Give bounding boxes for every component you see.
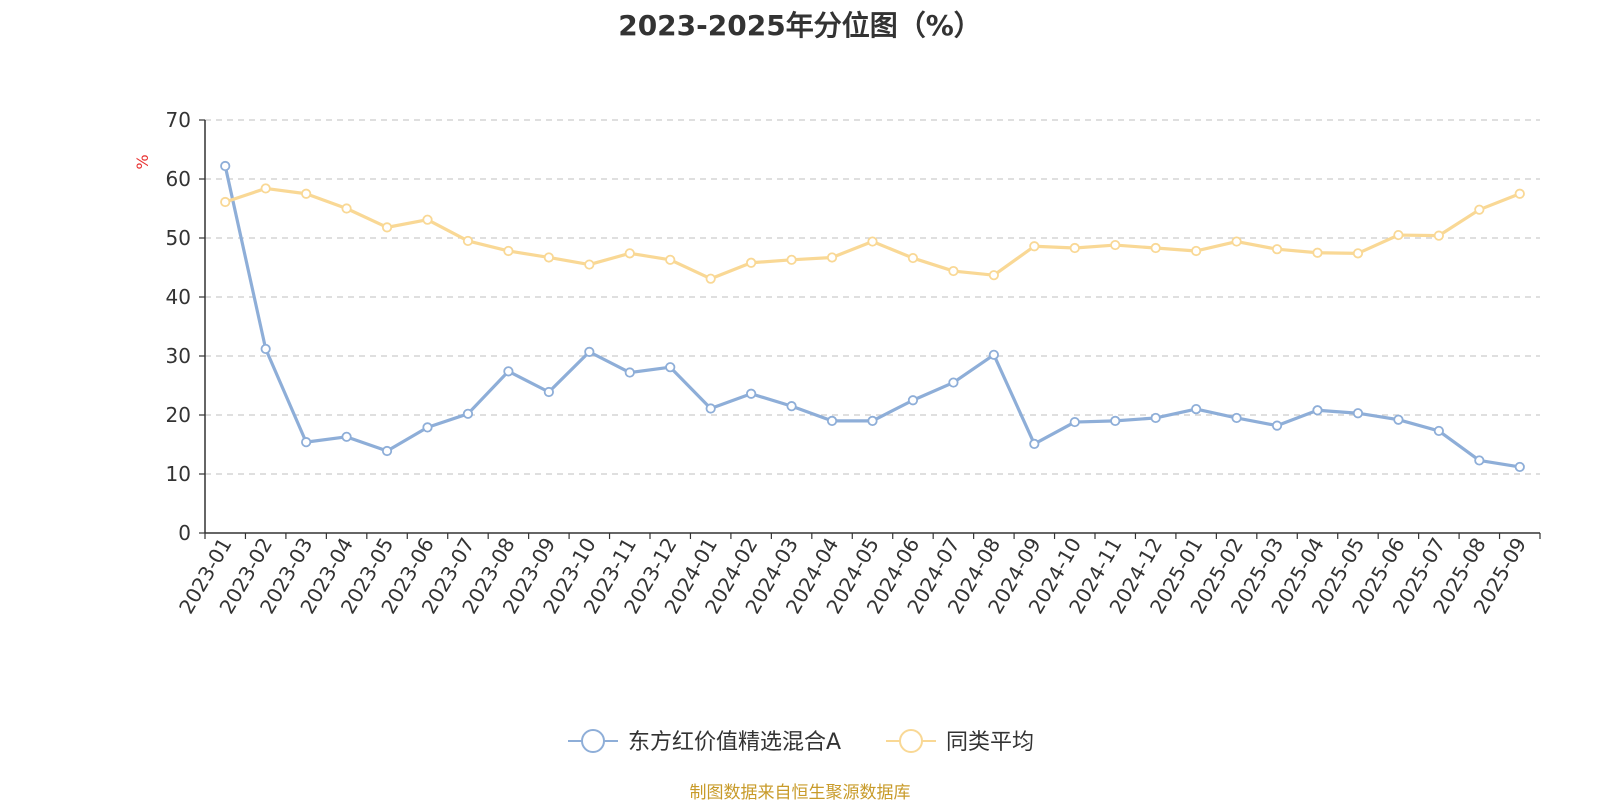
data-point: [301, 188, 312, 199]
y-axis-unit: %: [133, 154, 152, 169]
data-point: [341, 203, 352, 214]
data-point: [1393, 414, 1404, 425]
data-point: [826, 252, 838, 263]
data-point: [1191, 403, 1202, 415]
series-2: [220, 183, 1525, 284]
data-point: [1271, 244, 1283, 255]
legend: 东方红价值精选混合A 同类平均: [568, 729, 1034, 755]
y-tick-label: 60: [166, 167, 191, 191]
data-point: [462, 408, 474, 419]
data-point: [1312, 247, 1323, 258]
data-point: [624, 248, 635, 259]
data-point: [1474, 204, 1485, 215]
data-point: [1514, 188, 1525, 199]
data-point: [1029, 438, 1040, 450]
data-point: [1110, 415, 1121, 426]
data-point: [220, 196, 231, 208]
data-point: [1069, 416, 1080, 428]
series-lines: [220, 160, 1525, 473]
data-point: [381, 445, 393, 457]
data-point: [1110, 239, 1121, 251]
chart-title: 2023-2025年分位图（%）: [618, 9, 982, 42]
data-point: [462, 235, 474, 247]
data-point: [786, 401, 797, 412]
data-point: [1514, 461, 1525, 473]
data-point: [1433, 230, 1444, 241]
data-point: [1352, 248, 1364, 259]
y-tick-label: 20: [166, 403, 191, 427]
data-point: [260, 183, 271, 194]
data-point: [1029, 241, 1040, 252]
data-point: [705, 273, 716, 284]
legend-marker: [899, 729, 923, 753]
data-point: [988, 349, 999, 360]
data-point: [503, 245, 514, 257]
data-point: [1271, 420, 1283, 431]
data-point: [624, 367, 635, 378]
data-point: [746, 257, 757, 268]
legend-label: 东方红价值精选混合A: [628, 730, 841, 755]
data-point: [381, 222, 393, 233]
data-point: [220, 160, 231, 172]
data-point: [1352, 408, 1364, 419]
series-1: [220, 160, 1525, 473]
data-point: [665, 254, 676, 265]
y-tick-label: 10: [166, 462, 191, 486]
y-tick-label: 50: [166, 226, 191, 250]
y-tick-label: 40: [166, 285, 191, 309]
data-point: [1150, 412, 1161, 424]
data-point: [260, 343, 271, 355]
data-point: [746, 388, 757, 399]
data-point: [1393, 229, 1404, 241]
data-point: [907, 252, 919, 264]
y-tick-label: 70: [166, 108, 191, 132]
source-note: 制图数据来自恒生聚源数据库: [689, 783, 911, 803]
data-point: [786, 254, 797, 265]
y-tick-label: 30: [166, 344, 191, 368]
legend-item-2[interactable]: 同类平均: [886, 729, 1034, 755]
data-point: [1069, 242, 1080, 254]
data-point: [907, 395, 919, 406]
legend-item-1[interactable]: 东方红价值精选混合A: [568, 729, 841, 755]
data-point: [584, 259, 595, 270]
data-point: [1433, 425, 1444, 437]
legend-label: 同类平均: [946, 730, 1034, 755]
data-point: [503, 366, 514, 377]
data-point: [543, 252, 554, 263]
data-point: [1191, 245, 1202, 257]
data-point: [543, 386, 554, 398]
data-point: [867, 236, 878, 247]
data-point: [705, 403, 716, 414]
data-point: [665, 362, 676, 373]
data-point: [1231, 412, 1242, 424]
series-line: [224, 186, 1521, 281]
legend-marker: [581, 729, 605, 753]
data-point: [341, 431, 352, 442]
data-point: [1474, 455, 1485, 466]
data-point: [1312, 405, 1323, 416]
y-tick-label: 0: [178, 521, 191, 545]
data-point: [948, 265, 959, 277]
data-point: [988, 270, 999, 281]
data-point: [948, 377, 959, 388]
axes: 010203040506070%2023-012023-022023-03202…: [133, 108, 1541, 618]
data-point: [1150, 242, 1161, 254]
data-point: [1231, 236, 1242, 247]
data-point: [301, 437, 312, 448]
data-point: [867, 415, 878, 426]
data-point: [826, 415, 838, 426]
data-point: [584, 346, 595, 357]
data-point: [422, 214, 433, 225]
data-point: [422, 422, 433, 433]
